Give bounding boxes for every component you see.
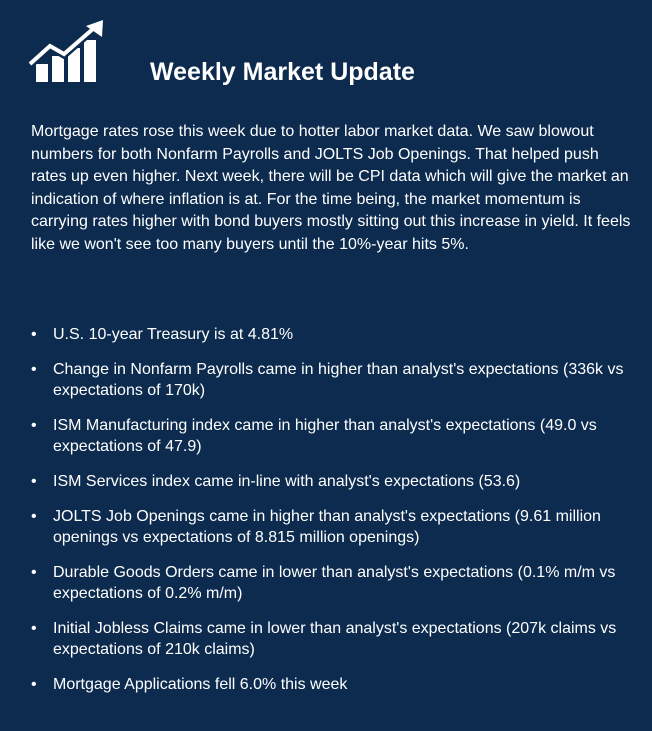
list-item-text: U.S. 10-year Treasury is at 4.81% xyxy=(53,326,294,343)
bullet-marker: • xyxy=(31,326,37,343)
bullet-marker: • xyxy=(31,508,37,525)
list-item-text: JOLTS Job Openings came in higher than a… xyxy=(53,508,601,546)
list-item-text: Initial Jobless Claims came in lower tha… xyxy=(53,620,617,658)
list-item: • Durable Goods Orders came in lower than… xyxy=(31,562,631,604)
rising-chart-icon xyxy=(28,20,103,82)
list-item-text: ISM Services index came in-line with ana… xyxy=(53,473,521,490)
list-item: • Initial Jobless Claims came in lower th… xyxy=(31,618,631,660)
list-item: • ISM Manufacturing index came in higher … xyxy=(31,415,631,457)
bullet-marker: • xyxy=(31,473,37,490)
bullet-marker: • xyxy=(31,417,37,434)
market-bullet-list: • U.S. 10-year Treasury is at 4.81% • Chan… xyxy=(31,324,631,709)
intro-paragraph: Mortgage rates rose this week due to hot… xyxy=(31,123,631,253)
header: Weekly Market Update xyxy=(0,0,652,110)
list-item-text: Mortgage Applications fell 6.0% this wee… xyxy=(53,676,348,693)
bullet-marker: • xyxy=(31,676,37,693)
page-title: Weekly Market Update xyxy=(150,58,415,86)
list-item-text: Change in Nonfarm Payrolls came in highe… xyxy=(53,361,624,399)
bullet-marker: • xyxy=(31,620,37,637)
list-item-text: ISM Manufacturing index came in higher t… xyxy=(53,417,597,455)
bullet-marker: • xyxy=(31,361,37,378)
list-item: • ISM Services index came in-line with an… xyxy=(31,471,631,492)
list-item: • JOLTS Job Openings came in higher than … xyxy=(31,506,631,548)
list-item: • Mortgage Applications fell 6.0% this we… xyxy=(31,674,631,695)
list-item: • U.S. 10-year Treasury is at 4.81% xyxy=(31,324,631,345)
list-item-text: Durable Goods Orders came in lower than … xyxy=(53,564,616,602)
list-item: • Change in Nonfarm Payrolls came in high… xyxy=(31,359,631,401)
bullet-marker: • xyxy=(31,564,37,581)
